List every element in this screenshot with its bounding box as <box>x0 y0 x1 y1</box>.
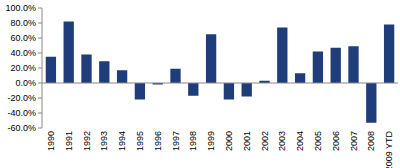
chart-container: -60.0% -40.0% -20.0% 0.0% 20.0% 40.0% 60.0% 80.… <box>0 0 400 168</box>
x-tick-label: 2007 <box>349 131 359 151</box>
x-tick-label: 1992 <box>82 131 92 151</box>
x-tick-label: 2002 <box>260 131 270 151</box>
y-tick <box>38 98 42 99</box>
x-tick-label: 1993 <box>99 131 109 151</box>
x-tick-label: 1999 <box>206 131 216 151</box>
y-tick <box>38 8 42 9</box>
x-tick-label: 1996 <box>153 131 163 151</box>
bars <box>46 22 395 123</box>
bar <box>366 83 376 123</box>
bar <box>64 22 74 84</box>
bar <box>99 61 109 83</box>
x-tick-label: 1995 <box>135 131 145 151</box>
y-tick <box>38 83 42 84</box>
x-tick-label: 2004 <box>295 131 305 151</box>
x-tick-label: 2003 <box>277 131 287 151</box>
x-tick-label: 1994 <box>117 131 127 151</box>
y-tick-label: 100.0% <box>5 3 36 13</box>
bar <box>81 55 91 84</box>
y-tick-label: 0.0% <box>15 78 36 88</box>
y-tick-label: -20.0% <box>7 93 36 103</box>
y-tick-label: -40.0% <box>7 108 36 118</box>
x-tick-label: 1998 <box>188 131 198 151</box>
y-tick-label: 20.0% <box>10 63 36 73</box>
bar <box>331 48 341 83</box>
y-tick <box>38 113 42 114</box>
x-tick-label: 2005 <box>313 131 323 151</box>
y-tick-label: -60.0% <box>7 123 36 133</box>
bar <box>242 83 252 97</box>
chart-svg: -60.0% -40.0% -20.0% 0.0% 20.0% 40.0% 60.0% 80.… <box>0 0 400 168</box>
x-tick-label: 1990 <box>46 131 56 151</box>
bar <box>117 70 127 83</box>
y-tick <box>38 23 42 24</box>
x-tick-label: 2008 <box>366 131 376 151</box>
y-tick <box>38 38 42 39</box>
y-tick-label: 60.0% <box>10 33 36 43</box>
bar <box>384 25 394 84</box>
x-tick-label: 1997 <box>171 131 181 151</box>
bar <box>295 73 305 83</box>
y-tick <box>38 68 42 69</box>
bar <box>46 57 56 83</box>
bar <box>188 83 198 96</box>
x-tick-label: 1991 <box>64 131 74 151</box>
x-tick-label: 2001 <box>242 131 252 151</box>
x-tick-label: 2006 <box>331 131 341 151</box>
bar <box>206 34 216 83</box>
x-axis-line <box>42 83 398 84</box>
x-tick-label: 2000 <box>224 131 234 151</box>
bar <box>277 28 287 84</box>
bar <box>348 46 358 83</box>
x-tick-label: 2009 YTD <box>384 130 394 168</box>
y-tick-label: 40.0% <box>10 48 36 58</box>
y-tick-label: 80.0% <box>10 18 36 28</box>
bar <box>224 83 234 100</box>
y-tick <box>38 128 42 129</box>
bar <box>313 52 323 84</box>
bar <box>135 83 145 100</box>
bar <box>170 69 180 83</box>
y-tick <box>38 53 42 54</box>
